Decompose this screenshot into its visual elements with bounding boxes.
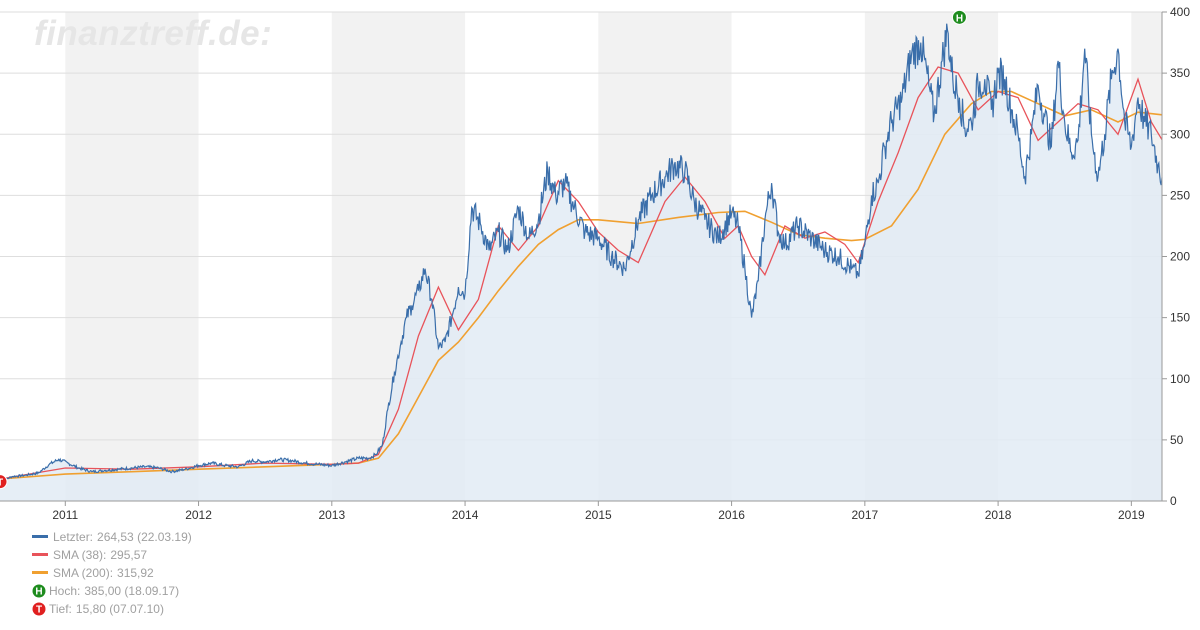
- legend-item-sma200: SMA (200): 315,92: [32, 564, 192, 581]
- x-tick-label: 2017: [851, 508, 878, 522]
- x-tick-label: 2019: [1118, 508, 1145, 522]
- y-tick-label: 50: [1170, 433, 1184, 447]
- x-tick-label: 2018: [985, 508, 1012, 522]
- low-marker-letter: T: [0, 478, 3, 489]
- legend-label: Letzter:: [53, 529, 94, 544]
- legend-item-sma38: SMA (38): 295,57: [32, 546, 192, 563]
- legend-item-high: H Hoch: 385,00 (18.09.17): [32, 582, 192, 599]
- y-tick-label: 200: [1170, 250, 1190, 264]
- legend-value: 295,57: [110, 547, 148, 562]
- x-tick-label: 2012: [185, 508, 212, 522]
- legend-label: Tief:: [49, 601, 72, 616]
- x-tick-label: 2016: [718, 508, 745, 522]
- legend-swatch-sma200: [32, 571, 48, 574]
- price-line: [0, 23, 1163, 483]
- legend-value: 315,92: [117, 565, 154, 580]
- y-axis-labels: 0 50 100 150 200 250 300 350 400: [1162, 5, 1190, 508]
- sma200-line: [0, 90, 1163, 480]
- x-tick-label: 2015: [585, 508, 612, 522]
- legend-marker-letter-low: T: [36, 604, 42, 615]
- x-axis-labels: 2011 2012 2013 2014 2015 2016 2017 2018 2019: [52, 501, 1145, 522]
- legend-label: SMA (200):: [53, 565, 114, 580]
- y-tick-label: 350: [1170, 66, 1190, 80]
- legend-marker-letter-high: H: [35, 586, 42, 597]
- y-tick-label: 100: [1170, 372, 1190, 386]
- legend-value: 15,80 (07.07.10): [75, 601, 164, 616]
- high-marker-letter: H: [956, 13, 963, 24]
- legend-value: 385,00 (18.09.17): [84, 583, 180, 598]
- y-tick-label: 400: [1170, 5, 1190, 19]
- legend-value: 264,53 (22.03.19): [97, 529, 192, 544]
- y-tick-label: 150: [1170, 311, 1190, 325]
- watermark-logo: finanztreff.de:: [34, 14, 273, 53]
- x-tick-label: 2013: [318, 508, 345, 522]
- legend-swatch-sma38: [32, 553, 48, 556]
- legend: Letzter: 264,53 (22.03.19) SMA (38): 295…: [32, 528, 192, 618]
- high-marker-circle: [951, 9, 967, 25]
- sma38-line: [0, 66, 1163, 480]
- legend-swatch-last: [32, 535, 48, 538]
- high-marker-icon: H: [32, 584, 46, 597]
- low-marker-icon: T: [32, 602, 46, 615]
- legend-label: SMA (38):: [53, 547, 107, 562]
- low-marker-circle: [0, 474, 8, 490]
- y-tick-label: 0: [1170, 494, 1177, 508]
- x-tick-label: 2014: [452, 508, 479, 522]
- x-tick-label: 2011: [52, 508, 78, 522]
- legend-label: Hoch:: [49, 583, 81, 598]
- price-area: [0, 23, 1162, 501]
- y-tick-label: 250: [1170, 188, 1190, 202]
- extreme-markers: HT: [0, 9, 967, 490]
- y-tick-label: 300: [1170, 127, 1190, 141]
- legend-item-last: Letzter: 264,53 (22.03.19): [32, 528, 192, 545]
- legend-item-low: T Tief: 15,80 (07.07.10): [32, 600, 192, 617]
